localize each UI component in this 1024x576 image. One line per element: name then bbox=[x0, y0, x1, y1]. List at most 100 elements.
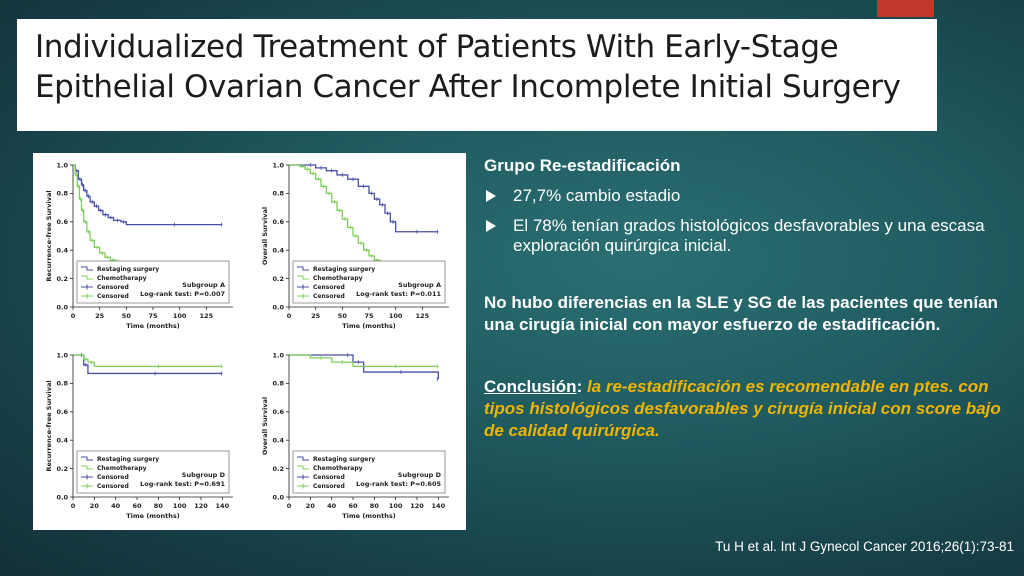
y-tick-label: 0.2 bbox=[272, 465, 284, 473]
legend-line-icon bbox=[81, 465, 93, 470]
y-tick-label: 0.2 bbox=[272, 275, 284, 283]
y-tick-label: 0.2 bbox=[56, 275, 68, 283]
legend-label: Censored bbox=[313, 284, 345, 291]
bullet-arrow-icon bbox=[486, 220, 496, 232]
statement: No hubo diferencias en la SLE y SG de la… bbox=[484, 293, 998, 334]
x-tick-label: 140 bbox=[432, 502, 446, 510]
y-tick-label: 1.0 bbox=[272, 351, 284, 359]
y-tick-label: 0.0 bbox=[272, 303, 284, 311]
y-tick-label: 0.4 bbox=[56, 247, 68, 255]
x-tick-label: 140 bbox=[216, 502, 230, 510]
legend-label: Chemotherapy bbox=[313, 275, 363, 282]
legend-box bbox=[76, 450, 230, 494]
section-heading: Grupo Re-estadificación bbox=[484, 156, 681, 175]
logrank-label: Log-rank test: P=0.605 bbox=[356, 480, 441, 488]
legend-label: Chemotherapy bbox=[97, 275, 147, 282]
chart-panel-3: 0.0 0.2 0.4 0.6 0.8 1.0 0 20 40 60 80 100 120 140 Time… bbox=[45, 351, 233, 520]
x-tick-label: 0 bbox=[71, 502, 76, 510]
bullet-arrow-icon bbox=[486, 190, 496, 202]
legend-line-icon bbox=[297, 275, 309, 280]
y-axis-label: Recurrence-free Survival bbox=[45, 190, 53, 281]
series-restaging-line bbox=[73, 354, 223, 375]
conclusion: Conclusión: la re-estadificación es reco… bbox=[484, 376, 1004, 442]
x-tick-label: 120 bbox=[194, 502, 208, 510]
logrank-label: Log-rank test: P=0.007 bbox=[140, 290, 225, 298]
legend-label: Censored bbox=[97, 293, 129, 300]
legend-line-icon bbox=[297, 456, 309, 461]
x-tick-label: 25 bbox=[311, 312, 321, 320]
bullet-1-text: 27,7% cambio estadio bbox=[513, 186, 681, 205]
y-axis-label: Overall Survival bbox=[261, 207, 269, 265]
x-tick-label: 80 bbox=[370, 502, 380, 510]
y-tick-label: 0.6 bbox=[56, 408, 68, 416]
legend-label: Censored bbox=[97, 483, 129, 490]
chart-panel-4: 0.0 0.2 0.4 0.6 0.8 1.0 0 20 40 60 80 100 120 140 Time… bbox=[261, 351, 449, 520]
y-tick-label: 1.0 bbox=[56, 161, 68, 169]
chart-panel-2: 0.0 0.2 0.4 0.6 0.8 1.0 0 25 50 75 100 125 Time (mon… bbox=[261, 161, 449, 330]
x-tick-label: 20 bbox=[306, 502, 316, 510]
legend-line-icon bbox=[297, 465, 309, 470]
x-tick-label: 50 bbox=[338, 312, 348, 320]
y-tick-label: 0.8 bbox=[272, 190, 284, 198]
x-tick-label: 80 bbox=[154, 502, 164, 510]
legend-label: Censored bbox=[97, 474, 129, 481]
x-tick-label: 125 bbox=[416, 312, 430, 320]
legend-label: Censored bbox=[313, 483, 345, 490]
legend-line-icon bbox=[81, 266, 93, 271]
logrank-label: Log-rank test: P=0.011 bbox=[356, 290, 441, 298]
accent-bar bbox=[877, 0, 934, 17]
x-tick-label: 100 bbox=[389, 312, 403, 320]
legend-label: Restaging surgery bbox=[97, 266, 159, 273]
y-tick-label: 1.0 bbox=[56, 351, 68, 359]
legend-box bbox=[76, 260, 230, 304]
legend-label: Chemotherapy bbox=[313, 465, 363, 472]
x-tick-label: 0 bbox=[71, 312, 76, 320]
legend-label: Censored bbox=[313, 293, 345, 300]
legend-label: Censored bbox=[97, 284, 129, 291]
x-tick-label: 0 bbox=[287, 502, 292, 510]
x-tick-label: 40 bbox=[111, 502, 121, 510]
subgroup-label: Subgroup A bbox=[398, 281, 441, 289]
legend-label: Restaging surgery bbox=[313, 456, 375, 463]
y-tick-label: 0.0 bbox=[272, 493, 284, 501]
y-tick-label: 1.0 bbox=[272, 161, 284, 169]
conclusion-body: la re-estadificación es recomendable en … bbox=[484, 377, 1001, 440]
x-tick-label: 75 bbox=[148, 312, 158, 320]
km-curves: 0.0 0.2 0.4 0.6 0.8 1.0 0 25 50 75 100 125 Time (mon… bbox=[45, 161, 449, 520]
subgroup-label: Subgroup D bbox=[182, 471, 226, 479]
y-tick-label: 0.8 bbox=[56, 190, 68, 198]
x-tick-label: 25 bbox=[95, 312, 105, 320]
x-tick-label: 0 bbox=[287, 312, 292, 320]
y-axis-label: Recurrence-free Survival bbox=[45, 380, 53, 471]
y-axis-label: Overall Survival bbox=[261, 397, 269, 455]
legend-label: Restaging surgery bbox=[97, 456, 159, 463]
x-tick-label: 100 bbox=[173, 312, 187, 320]
bullet-2-text: El 78% tenían grados histológicos desfav… bbox=[513, 216, 985, 255]
y-tick-label: 0.4 bbox=[272, 247, 284, 255]
x-tick-label: 125 bbox=[200, 312, 214, 320]
legend-line-icon bbox=[297, 266, 309, 271]
y-tick-label: 0.6 bbox=[272, 218, 284, 226]
x-tick-label: 60 bbox=[132, 502, 142, 510]
y-tick-label: 0.8 bbox=[272, 380, 284, 388]
y-tick-label: 0.2 bbox=[56, 465, 68, 473]
legend-label: Chemotherapy bbox=[97, 465, 147, 472]
series-chemotherapy-line bbox=[289, 354, 439, 368]
chart-panel-1: 0.0 0.2 0.4 0.6 0.8 1.0 0 25 50 75 100 125 Time (mon… bbox=[45, 161, 233, 330]
series-restaging-line bbox=[73, 164, 223, 226]
x-axis-label: Time (months) bbox=[126, 512, 180, 520]
series-restaging-line bbox=[289, 354, 439, 380]
legend-box bbox=[292, 260, 446, 304]
x-tick-label: 120 bbox=[410, 502, 424, 510]
conclusion-sep: : bbox=[576, 377, 587, 396]
series-chemotherapy-line bbox=[73, 164, 223, 266]
bullet-1: 27,7% cambio estadio bbox=[484, 186, 1004, 206]
y-tick-label: 0.6 bbox=[56, 218, 68, 226]
survival-figure: 0.0 0.2 0.4 0.6 0.8 1.0 0 25 50 75 100 125 Time (mon… bbox=[33, 153, 466, 530]
series-chemotherapy-line bbox=[73, 354, 223, 368]
logrank-label: Log-rank test: P=0.691 bbox=[140, 480, 225, 488]
x-tick-label: 20 bbox=[90, 502, 100, 510]
citation: Tu H et al. Int J Gynecol Cancer 2016;26… bbox=[715, 539, 1014, 554]
x-axis-label: Time (months) bbox=[342, 322, 396, 330]
subgroup-label: Subgroup A bbox=[182, 281, 225, 289]
